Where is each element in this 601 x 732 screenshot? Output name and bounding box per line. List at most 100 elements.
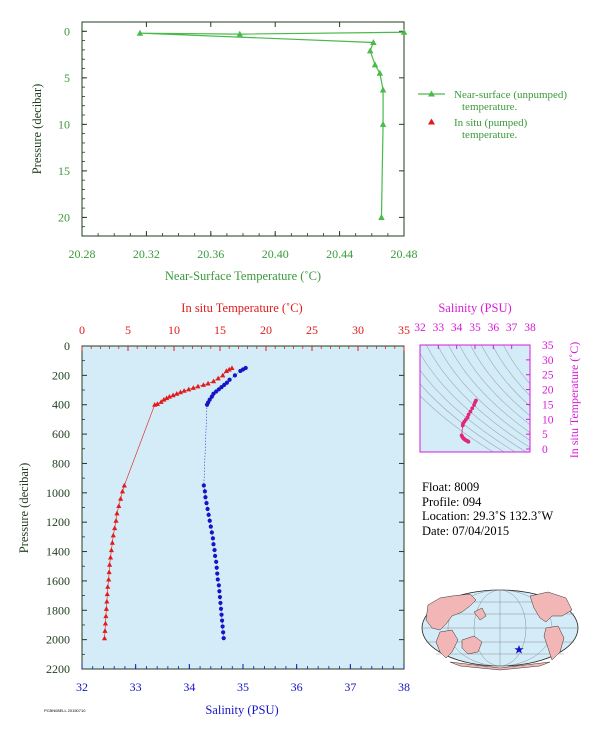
ts-sal-tick-label: 35 xyxy=(469,322,481,334)
ts-temp-tick-label: 0 xyxy=(542,444,548,456)
near-surface-point xyxy=(136,29,144,36)
profile-y-tick-label: 2000 xyxy=(46,633,70,647)
salinity-point xyxy=(205,506,210,512)
temperature-point xyxy=(220,372,226,378)
temperature-point xyxy=(106,576,112,582)
ts-point xyxy=(460,423,465,428)
temperature-point xyxy=(229,365,235,371)
temperature-point xyxy=(104,591,110,597)
ts-axes: 32 33 34 35 36 37 38 0 5 10 15 20 25 30 35 xyxy=(414,322,554,456)
near-surface-point xyxy=(370,39,377,46)
temperature-point xyxy=(164,395,170,401)
profile-sal-tick-label: 32 xyxy=(76,680,88,694)
salinity-point xyxy=(212,547,217,553)
ts-temp-tick-label: 25 xyxy=(542,370,554,382)
legend-label-in-situ: In situ (pumped) xyxy=(454,117,528,129)
temperature-point xyxy=(112,525,118,531)
near-surface-point xyxy=(400,28,408,35)
near-surface-plot-frame xyxy=(81,21,405,237)
near-surface-x-label: Near-Surface Temperature (˚C) xyxy=(165,269,321,283)
profile-temp-tick-label: 20 xyxy=(260,323,272,337)
temperature-point xyxy=(110,532,116,538)
density-contour xyxy=(448,345,530,434)
near-surface-x-tick-label: 20.36 xyxy=(197,247,224,261)
temperature-point xyxy=(174,391,180,396)
profile-sal-tick-label: 35 xyxy=(237,680,249,694)
ts-sal-tick-label: 37 xyxy=(506,322,518,334)
ts-point xyxy=(472,403,476,407)
ts-temp-tick-label: 5 xyxy=(542,429,548,441)
temperature-point xyxy=(103,606,109,611)
profile-temp-tick-label: 5 xyxy=(125,323,131,337)
salinity-point xyxy=(220,624,225,629)
float-id: Float: 8009 xyxy=(422,480,480,494)
ts-point xyxy=(468,409,473,414)
density-contour xyxy=(437,345,530,441)
salinity-point xyxy=(215,571,220,576)
near-surface-line xyxy=(139,31,405,218)
ts-point xyxy=(470,406,475,411)
temperature-point xyxy=(205,380,211,386)
temperature-point xyxy=(186,386,192,392)
profile-temp-tick-label: 0 xyxy=(79,323,85,337)
near-surface-panel: 20.28 20.32 20.36 20.40 20.44 20.48 0 5 10 15 20 N… xyxy=(30,21,567,283)
salinity-point xyxy=(211,542,216,547)
world-map-inset xyxy=(421,589,579,671)
temperature-point xyxy=(152,402,158,407)
profile-series xyxy=(101,365,248,641)
profile-sal-tick-label: 37 xyxy=(344,680,356,694)
profile-y-tick-label: 200 xyxy=(52,368,70,382)
density-contour xyxy=(420,383,505,452)
salinity-point xyxy=(207,518,212,523)
near-surface-point xyxy=(378,213,385,220)
salinity-point xyxy=(221,636,226,641)
temperature-point xyxy=(158,399,164,404)
profile-temp-tick-label: 25 xyxy=(306,323,318,337)
salinity-point xyxy=(214,565,219,570)
temperature-point xyxy=(113,518,119,523)
profile-temp-tick-label: 15 xyxy=(214,323,226,337)
near-surface-axes: 20.28 20.32 20.36 20.40 20.44 20.48 0 5 10 15 20 xyxy=(58,22,418,261)
temperature-point xyxy=(226,366,232,372)
ts-sal-tick-label: 34 xyxy=(451,322,463,334)
ts-top-axis-title: Salinity (PSU) xyxy=(438,301,511,315)
temperature-point xyxy=(108,547,115,553)
salinity-point xyxy=(201,483,206,488)
salinity-point xyxy=(216,583,221,588)
temperature-point xyxy=(102,620,109,626)
density-contour xyxy=(481,345,530,407)
density-contour xyxy=(470,345,530,417)
density-contour xyxy=(420,352,527,452)
profile-temp-tick-label: 10 xyxy=(168,323,180,337)
profile-x-label: Salinity (PSU) xyxy=(205,703,278,717)
near-surface-y-label: Pressure (decibar) xyxy=(30,84,44,175)
temperature-point xyxy=(109,540,115,545)
salinity-point xyxy=(217,594,223,600)
salinity-point xyxy=(214,559,219,564)
temperature-point xyxy=(161,396,167,402)
profile-y-tick-label: 600 xyxy=(52,427,70,441)
salinity-point xyxy=(208,524,213,529)
profile-y-tick-label: 400 xyxy=(52,398,70,412)
salinity-point xyxy=(204,500,209,506)
temperature-point xyxy=(101,635,108,641)
temperature-point xyxy=(190,385,196,390)
legend: Near-surface (unpumped) temperature. In … xyxy=(418,89,567,141)
profile-y-tick-label: 0 xyxy=(64,339,70,353)
profile-sal-tick-label: 36 xyxy=(291,680,303,694)
legend-label-in-situ-2: temperature. xyxy=(462,129,518,141)
density-contour xyxy=(420,369,516,452)
profile-plot-background xyxy=(82,346,404,669)
ts-series xyxy=(459,398,478,444)
temperature-point xyxy=(210,378,217,384)
temperature-point xyxy=(105,584,111,589)
density-contour xyxy=(426,345,530,448)
profile-axes: 0 5 10 15 20 25 30 35 32 33 34 35 36 37 38 0 200 400 600 80… xyxy=(46,323,410,694)
ts-sal-tick-label: 32 xyxy=(414,322,426,334)
salinity-point xyxy=(209,394,214,399)
temperature-point xyxy=(200,382,207,387)
temperature-point xyxy=(170,392,176,398)
temperature-point xyxy=(177,389,184,395)
ts-y-label: In situ Temperature (˚C) xyxy=(567,342,581,459)
